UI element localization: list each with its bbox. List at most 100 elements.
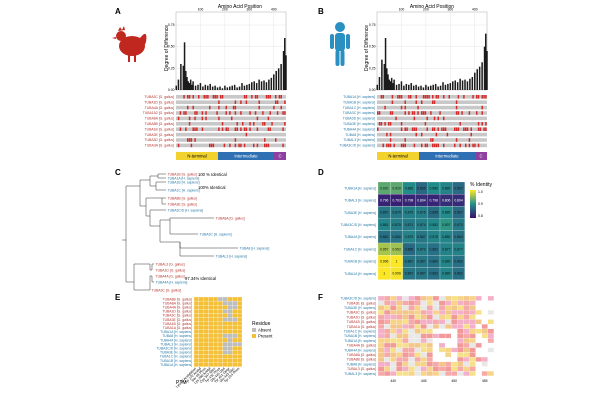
a-bar: [226, 87, 229, 90]
b-bar: [434, 83, 437, 90]
f-cell: [414, 328, 421, 334]
f-cell: [475, 319, 482, 325]
a-bar: [233, 84, 236, 90]
e-cell: [203, 309, 209, 314]
b-bar: [449, 83, 452, 90]
a-yticks: 0.00 0.25 0.50 0.75: [168, 23, 175, 92]
a-row-diff: [218, 105, 220, 110]
b-row-diff: [386, 132, 388, 137]
b-row-diff: [435, 132, 438, 137]
f-cell: [402, 361, 409, 367]
f-cell: [390, 324, 397, 330]
e-cell: [208, 362, 214, 367]
tree-branches: [122, 173, 238, 291]
d-cell-value: 0.864: [454, 235, 463, 239]
f-cell: [463, 295, 470, 301]
e-cell: [237, 317, 243, 322]
a-row-diff: [221, 95, 224, 99]
f-cell: [463, 305, 470, 311]
f-cell: [451, 295, 458, 301]
e-cell: [237, 296, 243, 302]
b-bar: [481, 62, 483, 90]
f-cell: [408, 352, 415, 358]
f-cell: [481, 366, 488, 372]
f-cell: [408, 366, 415, 372]
a-bar: [197, 84, 199, 90]
b-row-diff: [443, 95, 445, 99]
e-cell: [227, 300, 233, 306]
f-cell: [384, 305, 391, 311]
b-row-diff: [481, 111, 483, 115]
d-cell-value: 0.862: [380, 235, 389, 239]
b-row-diff: [402, 143, 405, 148]
a-row-track: [176, 100, 286, 104]
a-row-diff: [275, 138, 277, 142]
e-cell: [232, 362, 238, 367]
b-row-diff: [404, 100, 406, 104]
a-row-label: TUBA1D [G. gallus]: [144, 100, 174, 104]
d-cell-value: 0.952: [392, 247, 401, 251]
f-cell: [481, 314, 488, 320]
d-cell-value: 0.867: [417, 235, 426, 239]
f-cell: [463, 361, 470, 367]
f-cell: [438, 305, 446, 311]
a-row-track: [176, 132, 286, 137]
f-cell: [445, 371, 452, 377]
f-cell: [487, 300, 494, 306]
e-cell: [227, 296, 233, 302]
e-cell: [203, 346, 209, 351]
f-cell: [457, 328, 464, 334]
a-row-diff: [201, 127, 204, 131]
e-cell: [213, 300, 219, 306]
a-bar: [265, 82, 268, 90]
f-cell: [426, 338, 433, 344]
f-cell: [420, 310, 427, 315]
f-cell: [451, 319, 458, 325]
f-cell: [408, 300, 415, 306]
b-bar: [405, 83, 408, 90]
f-row-label: TUBA1B [H. sapiens]: [344, 334, 376, 338]
a-row-diff: [229, 143, 231, 148]
a-bar: [189, 79, 192, 90]
f-cell: [481, 300, 488, 306]
e-cell: [232, 325, 238, 330]
f-cell: [396, 328, 403, 334]
b-row-diff: [476, 111, 478, 115]
b-bar: [427, 86, 430, 90]
b-row-diff: [443, 127, 445, 131]
b-bar: [459, 78, 461, 90]
f-cell: [487, 366, 494, 372]
a-row-diff: [194, 116, 196, 121]
e-cell: [222, 309, 228, 314]
f-cell: [451, 333, 458, 339]
f-cell: [487, 357, 494, 362]
a-bar: [229, 86, 231, 90]
b-row-diff: [380, 95, 383, 99]
a-row-diff: [276, 100, 279, 104]
f-cell: [487, 314, 494, 320]
f-cell: [396, 342, 403, 348]
d-cell-value: 0.793: [392, 199, 401, 203]
b-row-diff: [483, 95, 485, 99]
b-row-diff: [400, 105, 403, 110]
b-bar: [483, 46, 486, 90]
e-cell: [222, 313, 228, 318]
b-row-diff: [382, 143, 384, 148]
c-annot-2: 100% Identical: [198, 185, 226, 190]
a-row-diff: [205, 116, 207, 121]
b-row-diff: [422, 95, 425, 99]
e-cell: [193, 309, 199, 314]
e-cell: [237, 346, 243, 351]
f-cell: [384, 361, 391, 367]
f-cell: [487, 371, 494, 377]
b-row-diff: [413, 127, 416, 131]
d-legend-tick-1: 1.0: [478, 190, 483, 194]
a-row-diff: [253, 143, 255, 148]
f-cell: [402, 347, 409, 353]
f-cell: [432, 361, 440, 367]
e-cell: [203, 313, 209, 318]
f-cell: [426, 305, 433, 311]
a-bar: [231, 85, 233, 90]
f-cell: [420, 314, 427, 320]
f-xtick: 455: [482, 379, 488, 383]
